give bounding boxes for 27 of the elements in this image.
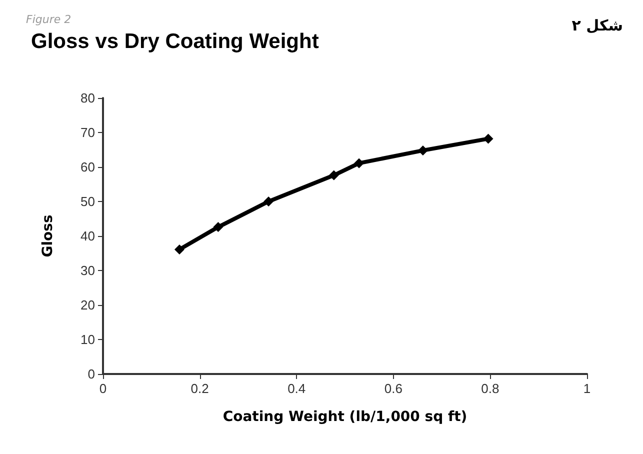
chart-title: Gloss vs Dry Coating Weight: [31, 30, 319, 53]
text: شکل ۲: [572, 16, 624, 34]
y-axis-title: Gloss: [40, 214, 56, 258]
y-tick-label: 30: [80, 263, 95, 278]
y-tick-label: 60: [80, 160, 95, 174]
point: [418, 145, 428, 156]
caption: Figure 2: [26, 13, 72, 26]
y-tick-label: 10: [80, 332, 95, 347]
point: [213, 222, 224, 232]
y-tick-label: 20: [80, 298, 95, 312]
x-axis-title: Coating Weight (lb/1,000 sq ft): [222, 409, 468, 425]
x-tick-label: 0.6: [384, 381, 402, 396]
y-tick-label: 70: [80, 125, 95, 140]
x-tick-label: 0.2: [190, 381, 209, 396]
y-tick-label: 50: [80, 194, 95, 209]
point: [354, 158, 364, 168]
point: [264, 196, 274, 206]
x-tick-label: 0.4: [288, 381, 306, 396]
y-tick-label: 0: [88, 366, 95, 382]
x-tick-label: 0: [99, 381, 107, 396]
y-tick-label: 40: [80, 228, 95, 244]
point: [328, 170, 339, 180]
x-tick-label: 0.8: [481, 381, 500, 396]
x-tick-label: 1: [583, 381, 591, 396]
y-tick-label: 80: [80, 90, 95, 106]
point: [174, 244, 184, 254]
point: [483, 134, 494, 144]
